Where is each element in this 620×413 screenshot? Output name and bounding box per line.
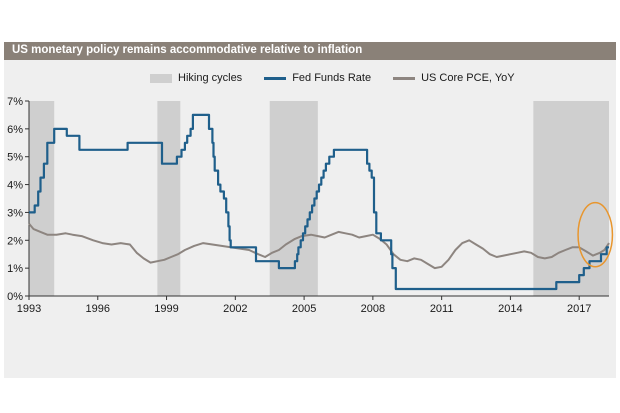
legend-item-fed: Fed Funds Rate: [264, 72, 371, 84]
title-bar: US monetary policy remains accommodative…: [4, 42, 616, 60]
series-line-fed-funds-rate: [29, 113, 609, 291]
x-tick-label-4: 2005: [292, 303, 316, 315]
legend-swatch-pce: [393, 76, 416, 80]
hiking-cycle-band-2: [269, 101, 318, 296]
y-tick-label-4: 4%: [7, 180, 23, 192]
x-tick-label-6: 2011: [430, 303, 454, 315]
page-title: US monetary policy remains accommodative…: [12, 44, 363, 56]
y-tick-label-5: 5%: [7, 152, 23, 164]
y-tick-label-1: 1%: [7, 263, 23, 275]
x-tick-label-8: 2017: [567, 303, 591, 315]
y-tick-label-7: 7%: [7, 96, 23, 108]
hiking-cycle-band-0: [29, 101, 55, 296]
legend-swatch-hiking: [150, 73, 172, 83]
series-line-core-pce: [28, 222, 610, 270]
legend-item-pce: US Core PCE, YoY: [393, 72, 515, 84]
legend-item-hiking: Hiking cycles: [150, 72, 242, 84]
highlight-ellipse: [577, 201, 614, 268]
legend-label-hiking: Hiking cycles: [178, 72, 243, 84]
x-tick-label-7: 2014: [498, 303, 522, 315]
y-tick-label-6: 6%: [7, 124, 23, 136]
y-tick-label-0: 0%: [7, 291, 23, 303]
hiking-cycle-band-1: [157, 101, 181, 296]
x-tick-label-3: 2002: [223, 303, 247, 315]
hiking-cycle-band-3: [533, 101, 609, 296]
legend-label-fed: Fed Funds Rate: [292, 72, 372, 84]
x-tick-label-5: 2008: [361, 303, 385, 315]
legend-swatch-fed: [264, 76, 287, 80]
x-tick-label-2: 1999: [154, 303, 178, 315]
legend: Hiking cycles Fed Funds Rate US Core PCE…: [150, 70, 537, 86]
x-tick-label-0: 1993: [17, 303, 41, 315]
y-tick-label-3: 3%: [7, 207, 23, 219]
y-tick-label-2: 2%: [7, 235, 23, 247]
x-tick-label-1: 1996: [86, 303, 110, 315]
legend-label-pce: US Core PCE, YoY: [421, 72, 515, 84]
